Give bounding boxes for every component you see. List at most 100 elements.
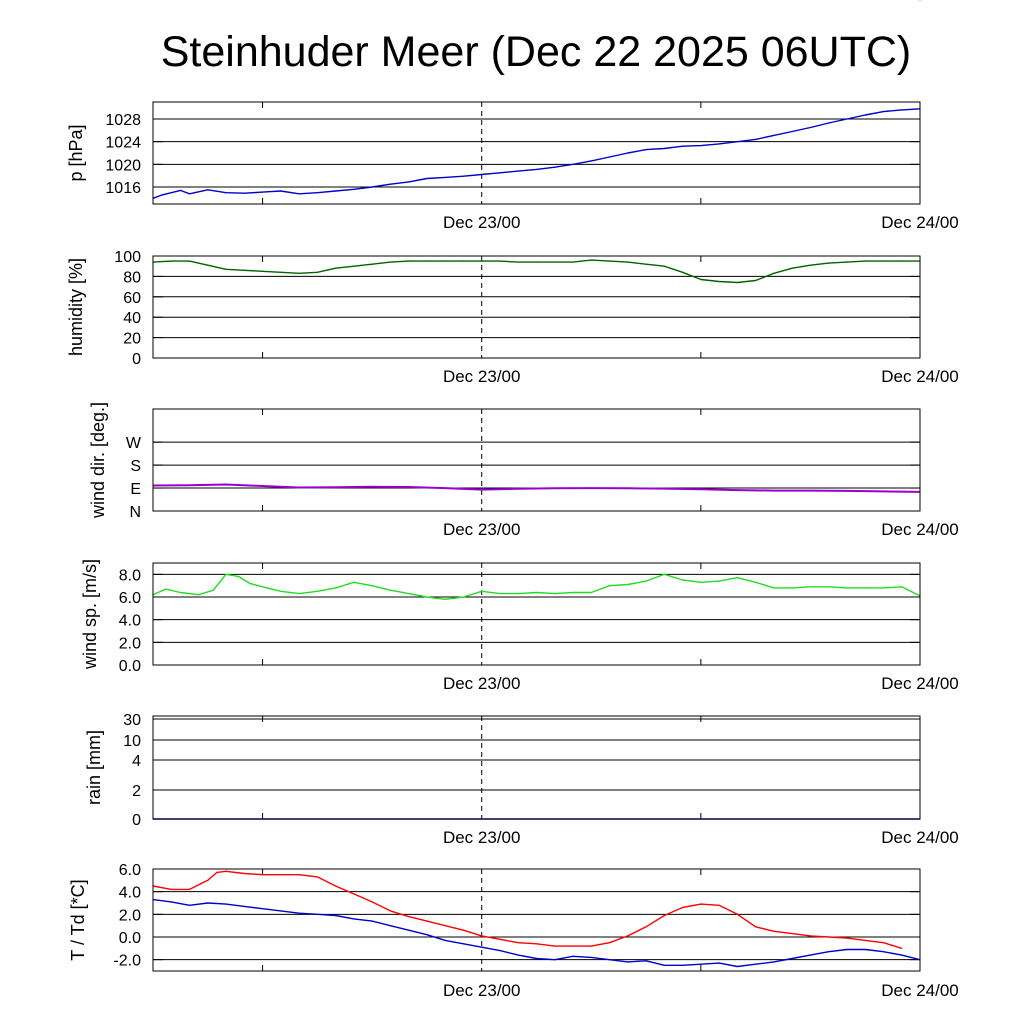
data-point <box>882 260 885 262</box>
chart-title: Steinhuder Meer (Dec 22 2025 06UTC) <box>161 28 911 76</box>
data-point <box>791 957 793 960</box>
data-point <box>773 134 775 136</box>
data-point <box>243 905 245 908</box>
data-point <box>627 935 629 937</box>
data-point <box>170 260 172 262</box>
data-point <box>444 939 446 942</box>
x-date-label: Dec 23/00 <box>443 981 521 1000</box>
data-point <box>207 902 209 904</box>
data-point <box>371 585 373 587</box>
series-line-wind-speed <box>152 573 921 600</box>
data-point <box>371 901 373 903</box>
data-point <box>298 486 300 489</box>
data-point <box>773 930 775 932</box>
data-point <box>499 950 501 952</box>
data-point <box>773 490 775 492</box>
data-point <box>371 920 373 922</box>
data-point <box>718 143 720 145</box>
data-point <box>426 934 428 936</box>
y-tick-label: 4 <box>132 753 141 770</box>
data-point <box>919 0 921 1</box>
data-point <box>846 948 848 951</box>
data-point <box>590 591 592 594</box>
data-point <box>554 261 556 263</box>
y-tick-label: 80 <box>123 269 141 286</box>
data-point <box>262 191 264 193</box>
data-point <box>426 260 428 262</box>
data-point <box>499 938 501 940</box>
data-point <box>791 267 793 269</box>
data-point <box>389 589 391 591</box>
data-point <box>535 943 538 945</box>
data-point <box>809 264 812 266</box>
panel-temperature: -2.0 0.0 2.0 4.0 6.0 Dec 23/00 Dec 24/00 T / Td… <box>68 0 959 1000</box>
axis-title: humidity [%] <box>66 258 86 356</box>
data-point <box>216 871 218 874</box>
x-date-label: Dec 24/00 <box>881 520 959 539</box>
data-point <box>901 260 903 262</box>
y-tick-label: -2.0 <box>113 953 141 970</box>
data-point <box>225 483 227 486</box>
data-point <box>161 194 163 196</box>
data-point <box>316 192 318 194</box>
data-point <box>773 587 775 589</box>
data-point <box>663 488 665 490</box>
data-point <box>243 872 245 875</box>
data-point <box>179 591 181 594</box>
data-point <box>846 118 848 120</box>
data-point <box>755 963 757 965</box>
y-tick-label: 100 <box>114 249 141 266</box>
data-point <box>426 920 428 922</box>
data-point <box>645 263 647 265</box>
data-point <box>572 261 574 263</box>
series-line-wind-direction <box>152 483 921 493</box>
data-point <box>864 260 866 262</box>
data-point <box>462 260 465 262</box>
data-point <box>828 122 830 124</box>
data-point <box>554 487 556 489</box>
y-tick-label: 8.0 <box>119 567 141 584</box>
data-point <box>682 271 684 273</box>
data-point <box>627 487 629 489</box>
data-point <box>882 587 885 589</box>
data-point <box>828 586 830 588</box>
data-point <box>408 181 410 183</box>
y-tick-label: 0 <box>132 351 141 368</box>
data-point <box>188 260 191 262</box>
data-point <box>590 160 592 162</box>
data-point <box>864 114 866 116</box>
y-tick-label: W <box>126 435 142 452</box>
x-date-label: Dec 23/00 <box>443 674 521 693</box>
data-point <box>170 888 172 891</box>
data-point <box>645 149 647 151</box>
data-point <box>198 594 200 596</box>
data-point <box>408 260 410 262</box>
data-point <box>280 271 282 273</box>
data-point <box>864 948 866 951</box>
data-point <box>280 190 282 192</box>
data-point <box>499 172 501 174</box>
y-tick-label: 1028 <box>105 112 141 129</box>
data-point <box>572 591 574 594</box>
data-point <box>262 270 264 272</box>
data-point <box>353 188 355 190</box>
data-point <box>243 269 245 271</box>
data-point <box>718 580 720 582</box>
data-point <box>718 962 720 964</box>
data-point <box>444 925 446 927</box>
y-tick-label: 0.0 <box>119 930 141 947</box>
data-point <box>408 593 410 595</box>
data-point <box>170 192 172 194</box>
y-tick-label: 2.0 <box>119 635 141 652</box>
data-point <box>736 141 739 143</box>
y-tick-label: 0 <box>132 812 141 829</box>
data-point <box>462 596 465 598</box>
panel-pressure: 1016 1020 1024 1028 Dec 23/00 Dec 24/00 p [hPa… <box>66 101 959 232</box>
panel-frame <box>152 868 921 972</box>
x-date-label: Dec 24/00 <box>881 213 959 232</box>
axis-title: T / Td [*C] <box>68 879 88 960</box>
data-point <box>554 166 556 168</box>
data-point <box>755 926 757 928</box>
data-point <box>791 933 793 935</box>
